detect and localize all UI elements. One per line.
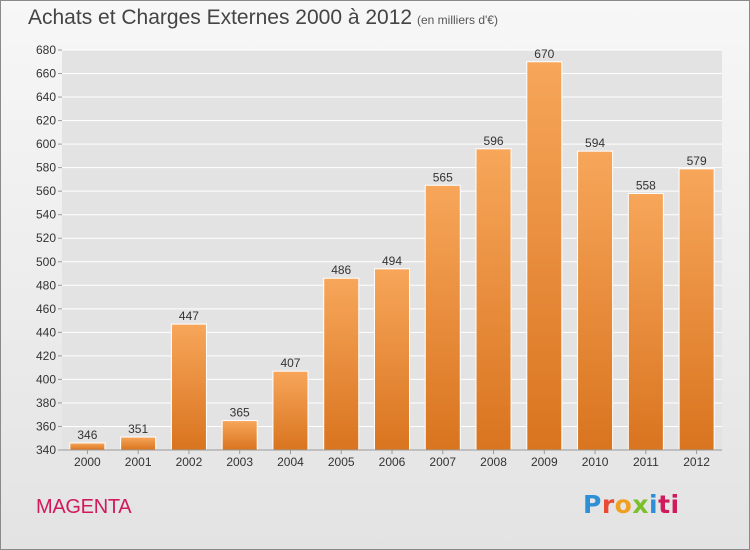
y-tick-label: 400 [36, 372, 56, 386]
y-tick-label: 480 [36, 278, 56, 292]
x-tick-label: 2005 [328, 455, 355, 469]
logo-letter: r [601, 490, 615, 519]
data-label: 494 [382, 254, 402, 268]
bar [424, 184, 461, 451]
y-tick-label: 680 [36, 43, 56, 57]
data-label: 365 [230, 406, 250, 420]
x-tick-label: 2007 [429, 455, 456, 469]
bar [627, 193, 664, 451]
y-tick-label: 440 [36, 325, 56, 339]
logo-letter: i [649, 490, 659, 519]
x-tick-label: 2008 [480, 455, 507, 469]
x-tick-label: 2006 [379, 455, 406, 469]
x-tick-label: 2002 [176, 455, 203, 469]
y-tick-label: 460 [36, 302, 56, 316]
chart-title: Achats et Charges Externes 2000 à 2012 [28, 6, 413, 29]
x-tick-label: 2009 [531, 455, 558, 469]
logo-letter: ti [658, 490, 680, 519]
data-label: 670 [534, 47, 554, 61]
data-labels: 346 351 447 365 407 486 494 565 596 670 594 558 579 [77, 47, 707, 442]
x-tick-label: 2010 [582, 455, 609, 469]
y-tick-label: 380 [36, 396, 56, 410]
y-tick-label: 420 [36, 349, 56, 363]
x-tick-label: 2011 [633, 455, 659, 469]
x-tick-label: 2000 [74, 455, 101, 469]
data-label: 346 [77, 428, 97, 442]
bar [323, 277, 360, 451]
y-tick-label: 340 [36, 443, 56, 457]
y-tick-label: 520 [36, 231, 56, 245]
y-tick-label: 600 [36, 137, 56, 151]
bar [120, 436, 157, 451]
data-label: 351 [128, 422, 148, 436]
y-tick-label: 560 [36, 184, 56, 198]
bar [678, 168, 715, 451]
x-tick-label: 2003 [226, 455, 253, 469]
y-tick-label: 540 [36, 208, 56, 222]
data-label: 486 [331, 263, 351, 277]
bar [373, 268, 411, 451]
logo-letter: o [614, 490, 633, 519]
x-tick-label: 2012 [683, 455, 710, 469]
bar [170, 323, 207, 451]
bar [221, 420, 258, 451]
bar [475, 148, 512, 451]
bar [69, 442, 106, 451]
bar [272, 370, 309, 451]
y-tick-label: 500 [36, 255, 56, 269]
data-label: 594 [585, 136, 605, 150]
x-tick-label: 2001 [125, 455, 152, 469]
proxiti-logo[interactable]: Proxiti [583, 490, 680, 519]
y-tick-label: 580 [36, 161, 56, 175]
logo-letter: x [632, 490, 649, 519]
y-tick-label: 620 [36, 114, 56, 128]
y-tick-label: 640 [36, 90, 56, 104]
logo-letter: P [583, 490, 602, 519]
data-label: 558 [636, 179, 656, 193]
data-label: 407 [280, 356, 300, 370]
data-label: 596 [484, 134, 504, 148]
x-tick-label: 2004 [277, 455, 304, 469]
data-label: 447 [179, 309, 199, 323]
region-name: MAGENTA [36, 496, 132, 518]
bars [69, 61, 715, 451]
y-axis: 340 360 380 400 420 440 460 480 500 520 540 560 580 6… [36, 43, 62, 457]
data-label: 565 [433, 170, 453, 184]
y-tick-label: 660 [36, 67, 56, 81]
x-axis: 2000 2001 2002 2003 2004 2005 2006 2007 2008 2009… [74, 450, 710, 469]
y-tick-label: 360 [36, 419, 56, 433]
bar [526, 61, 563, 451]
chart-subtitle: (en milliers d'€) [417, 13, 498, 27]
bar [577, 150, 614, 451]
data-label: 579 [687, 154, 707, 168]
